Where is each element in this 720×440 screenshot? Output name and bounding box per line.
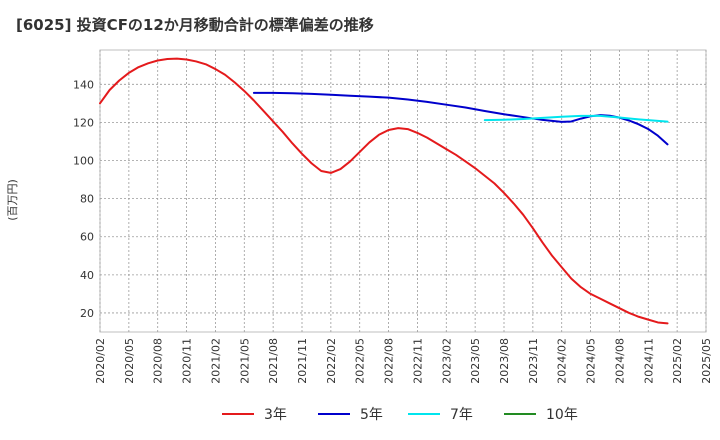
legend-label-0: 3年 (264, 407, 287, 423)
chart-title: [6025] 投資CFの12か月移動合計の標準偏差の推移 (16, 16, 374, 34)
legend-label-2: 7年 (450, 407, 473, 423)
x-tick-label: 2025/02 (671, 338, 684, 384)
x-tick-label: 2023/08 (498, 338, 511, 384)
y-tick-label: 120 (73, 116, 94, 129)
x-tick-label: 2020/08 (152, 338, 165, 384)
y-tick-label: 80 (80, 193, 94, 206)
x-tick-label: 2024/02 (556, 338, 569, 384)
plot-area-frame (99, 49, 707, 333)
series-line-0 (99, 57, 669, 325)
grid (99, 50, 707, 332)
series-line-1 (252, 91, 669, 146)
x-tick-label: 2020/05 (123, 338, 136, 384)
x-tick-label: 2022/11 (411, 338, 424, 384)
y-tick-label: 40 (80, 269, 94, 282)
x-tick-label: 2022/02 (325, 338, 338, 384)
series-line-2 (483, 114, 669, 123)
x-tick-label: 2021/02 (209, 338, 222, 384)
series-layer (99, 57, 669, 325)
x-tick-label: 2021/11 (296, 338, 309, 384)
x-tick-label: 2020/11 (181, 338, 194, 384)
x-tick-label: 2024/08 (613, 338, 626, 384)
y-tick-label: 140 (73, 78, 94, 91)
y-tick-label: 100 (73, 155, 94, 168)
y-tick-label: 60 (80, 231, 94, 244)
x-tick-label: 2022/08 (383, 338, 396, 384)
x-tick-label: 2021/08 (267, 338, 280, 384)
x-tick-label: 2024/05 (585, 338, 598, 384)
x-axis: 2020/02 2020/05 2020/08 2020/11 2021/02 2021/… (94, 338, 713, 384)
x-tick-label: 2023/11 (527, 338, 540, 384)
legend: 3年 5年 7年 10年 (222, 407, 578, 423)
x-tick-label: 2021/05 (238, 338, 251, 384)
x-tick-label: 2023/05 (469, 338, 482, 384)
x-tick-label: 2020/02 (94, 338, 107, 384)
y-axis: 20 40 60 80 100 120 140 (73, 78, 94, 320)
x-tick-label: 2024/11 (642, 338, 655, 384)
legend-label-3: 10年 (546, 407, 578, 423)
y-axis-label: (百万円) (6, 179, 19, 221)
x-tick-label: 2023/02 (440, 338, 453, 384)
x-tick-label: 2025/05 (700, 338, 713, 384)
y-tick-label: 20 (80, 307, 94, 320)
legend-label-1: 5年 (360, 407, 383, 423)
x-tick-label: 2022/05 (354, 338, 367, 384)
